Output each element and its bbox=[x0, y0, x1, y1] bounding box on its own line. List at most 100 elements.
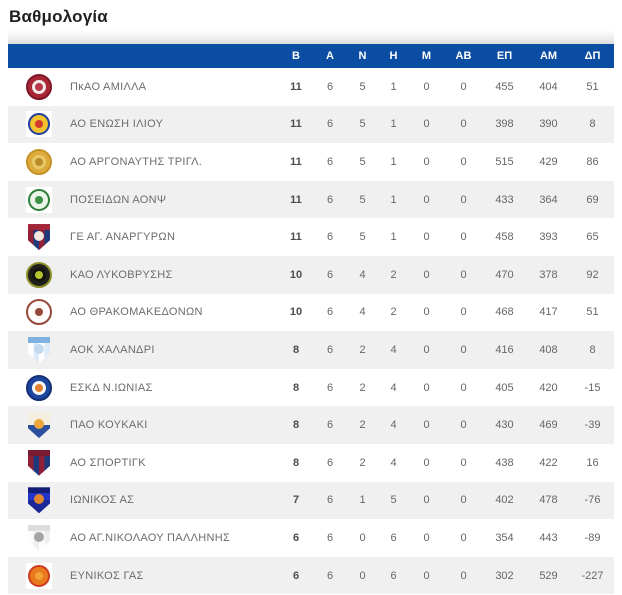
team-name: ΠκΑΟ ΑΜΙΛΛΑ bbox=[70, 80, 147, 93]
stat-ΑΒ: 0 bbox=[460, 80, 467, 93]
team-row[interactable]: ΠΑΟ ΚΟΥΚΑΚΙ 8 6 2 4 0 0 430 469 -39 bbox=[8, 406, 614, 444]
team-logo-icon bbox=[26, 524, 52, 551]
stat-ΕΠ: 468 bbox=[495, 306, 514, 319]
stat-ΔΠ: 51 bbox=[586, 306, 599, 319]
team-logo-icon bbox=[26, 412, 52, 439]
stat-ΕΠ: 416 bbox=[495, 343, 514, 356]
stat-Η: 1 bbox=[390, 118, 397, 131]
team-name: ΕΣΚΔ Ν.ΙΩΝΙΑΣ bbox=[70, 381, 153, 394]
team-row[interactable]: ΕΣΚΔ Ν.ΙΩΝΙΑΣ 8 6 2 4 0 0 405 420 -15 bbox=[8, 368, 614, 407]
team-logo-cell bbox=[8, 336, 70, 363]
team-row[interactable]: ΑΟ ΑΡΓΟΝΑΥΤΗΣ ΤΡΙΓΛ. 11 6 5 1 0 0 515 429 86 bbox=[8, 143, 614, 181]
stat-Β: 10 bbox=[289, 306, 303, 319]
team-logo-icon bbox=[26, 487, 52, 514]
stat-ΑΒ: 0 bbox=[460, 531, 467, 544]
stat-Β: 8 bbox=[292, 343, 300, 356]
team-logo-icon bbox=[26, 299, 52, 326]
stat-ΑΜ: 443 bbox=[539, 531, 558, 544]
stat-Η: 4 bbox=[390, 343, 397, 356]
stat-Ν: 4 bbox=[359, 306, 366, 319]
stat-ΑΒ: 0 bbox=[460, 494, 467, 507]
stat-ΑΒ: 0 bbox=[460, 306, 467, 319]
stat-Β: 11 bbox=[290, 231, 302, 244]
stat-ΔΠ: 8 bbox=[589, 343, 596, 356]
page-title: Βαθμολογία bbox=[9, 7, 108, 26]
team-name: ΓΕ ΑΓ. ΑΝΑΡΓΥΡΩΝ bbox=[70, 231, 176, 244]
stat-Α: 6 bbox=[326, 155, 334, 168]
stat-Ν: 2 bbox=[359, 456, 366, 469]
team-logo-cell bbox=[8, 449, 70, 476]
stat-ΑΜ: 429 bbox=[539, 155, 558, 168]
team-logo-cell bbox=[8, 487, 70, 514]
stat-ΑΜ: 529 bbox=[539, 569, 558, 582]
team-row[interactable]: ΑΟ ΣΠΟΡΤΙΓΚ 8 6 2 4 0 0 438 422 16 bbox=[8, 443, 614, 482]
table-body: ΠκΑΟ ΑΜΙΛΛΑ 11 6 5 1 0 0 455 404 51 ΑΟ ΕΝΩΣΗ ΙΛΙ… bbox=[8, 68, 614, 595]
stat-Η: 6 bbox=[390, 569, 397, 582]
team-logo-icon bbox=[26, 449, 52, 476]
team-row[interactable]: ΑΟ ΕΝΩΣΗ ΙΛΙΟΥ 11 6 5 1 0 0 398 390 8 bbox=[8, 105, 614, 144]
stat-Α: 6 bbox=[326, 381, 334, 394]
stat-Β: 11 bbox=[290, 193, 302, 206]
stat-ΑΒ: 0 bbox=[460, 231, 467, 244]
stat-Η: 6 bbox=[390, 531, 397, 544]
stat-ΕΠ: 433 bbox=[495, 193, 514, 206]
stat-ΕΠ: 458 bbox=[495, 231, 514, 244]
stat-ΑΒ: 0 bbox=[460, 381, 467, 394]
stat-Α: 6 bbox=[326, 419, 334, 432]
team-row[interactable]: ΓΕ ΑΓ. ΑΝΑΡΓΥΡΩΝ 11 6 5 1 0 0 458 393 65 bbox=[8, 218, 614, 256]
team-row[interactable]: ΙΩΝΙΚΟΣ ΑΣ 7 6 1 5 0 0 402 478 -76 bbox=[8, 481, 614, 520]
team-logo-icon bbox=[26, 73, 52, 100]
team-row[interactable]: ΑΟΚ ΧΑΛΑΝΔΡΙ 8 6 2 4 0 0 416 408 8 bbox=[8, 331, 614, 369]
stat-Β: 11 bbox=[290, 80, 302, 93]
stat-ΔΠ: -227 bbox=[581, 569, 604, 582]
stat-Η: 1 bbox=[390, 80, 397, 93]
stat-ΕΠ: 515 bbox=[495, 155, 514, 168]
stat-ΔΠ: -89 bbox=[584, 531, 601, 544]
stat-ΑΜ: 404 bbox=[539, 80, 558, 93]
stat-Α: 6 bbox=[326, 456, 334, 469]
stat-Α: 6 bbox=[326, 343, 334, 356]
team-name: ΑΟ ΑΡΓΟΝΑΥΤΗΣ ΤΡΙΓΛ. bbox=[70, 155, 203, 168]
team-row[interactable]: ΚΑΟ ΛΥΚΟΒΡΥΣΗΣ 10 6 4 2 0 0 470 378 92 bbox=[8, 255, 614, 294]
stat-Μ: 0 bbox=[423, 569, 430, 582]
team-name: ΙΩΝΙΚΟΣ ΑΣ bbox=[70, 494, 135, 507]
stat-Η: 2 bbox=[390, 268, 397, 281]
stat-Β: 6 bbox=[292, 569, 300, 582]
column-header-ΑΜ: ΑΜ bbox=[539, 50, 558, 62]
team-row[interactable]: ΕΥΝΙΚΟΣ ΓΑΣ 6 6 0 6 0 0 302 529 -227 bbox=[8, 556, 614, 595]
team-logo-icon bbox=[26, 224, 52, 251]
stat-Μ: 0 bbox=[423, 306, 430, 319]
stat-Β: 6 bbox=[292, 531, 300, 544]
team-row[interactable]: ΠκΑΟ ΑΜΙΛΛΑ 11 6 5 1 0 0 455 404 51 bbox=[8, 68, 614, 106]
stat-ΕΠ: 402 bbox=[495, 494, 514, 507]
stat-Α: 6 bbox=[326, 531, 334, 544]
stat-Α: 6 bbox=[326, 494, 334, 507]
team-logo-cell bbox=[8, 261, 70, 288]
stat-ΑΒ: 0 bbox=[460, 343, 467, 356]
team-row[interactable]: ΠΟΣΕΙΔΩΝ ΑΟΝΨ 11 6 5 1 0 0 433 364 69 bbox=[8, 180, 614, 219]
stat-ΑΜ: 378 bbox=[539, 268, 558, 281]
stat-Α: 6 bbox=[326, 231, 334, 244]
team-logo-icon bbox=[26, 186, 52, 213]
stat-Β: 7 bbox=[292, 494, 300, 507]
stat-Α: 6 bbox=[326, 118, 334, 131]
column-header-ΕΠ: ΕΠ bbox=[496, 50, 513, 62]
team-row[interactable]: ΑΟ ΘΡΑΚΟΜΑΚΕΔΟΝΩΝ 10 6 4 2 0 0 468 417 51 bbox=[8, 293, 614, 332]
team-row[interactable]: ΑΟ ΑΓ.ΝΙΚΟΛΑΟΥ ΠΑΛΛΗΝΗΣ 6 6 0 6 0 0 354 443 -89 bbox=[8, 519, 614, 557]
stat-Μ: 0 bbox=[423, 381, 430, 394]
stat-Μ: 0 bbox=[423, 531, 430, 544]
stat-Ν: 2 bbox=[359, 419, 366, 432]
stat-Η: 2 bbox=[390, 306, 397, 319]
column-header-Ν: Ν bbox=[358, 50, 367, 62]
team-logo-cell bbox=[8, 524, 70, 551]
stat-ΑΜ: 393 bbox=[539, 231, 558, 244]
stat-Ν: 2 bbox=[359, 381, 366, 394]
stat-ΔΠ: 92 bbox=[586, 268, 599, 281]
stat-ΔΠ: -15 bbox=[584, 381, 601, 394]
stat-Μ: 0 bbox=[423, 155, 430, 168]
team-name: ΑΟ ΘΡΑΚΟΜΑΚΕΔΟΝΩΝ bbox=[70, 306, 203, 319]
team-logo-cell bbox=[8, 374, 70, 401]
stat-ΑΒ: 0 bbox=[460, 419, 467, 432]
standings-table: Β Α Ν Η Μ ΑΒ ΕΠ ΑΜ ΔΠ ΠκΑΟ ΑΜΙΛΛΑ 11 6 5 1 0 0 455 404 5… bbox=[8, 44, 614, 595]
stat-Μ: 0 bbox=[423, 494, 430, 507]
